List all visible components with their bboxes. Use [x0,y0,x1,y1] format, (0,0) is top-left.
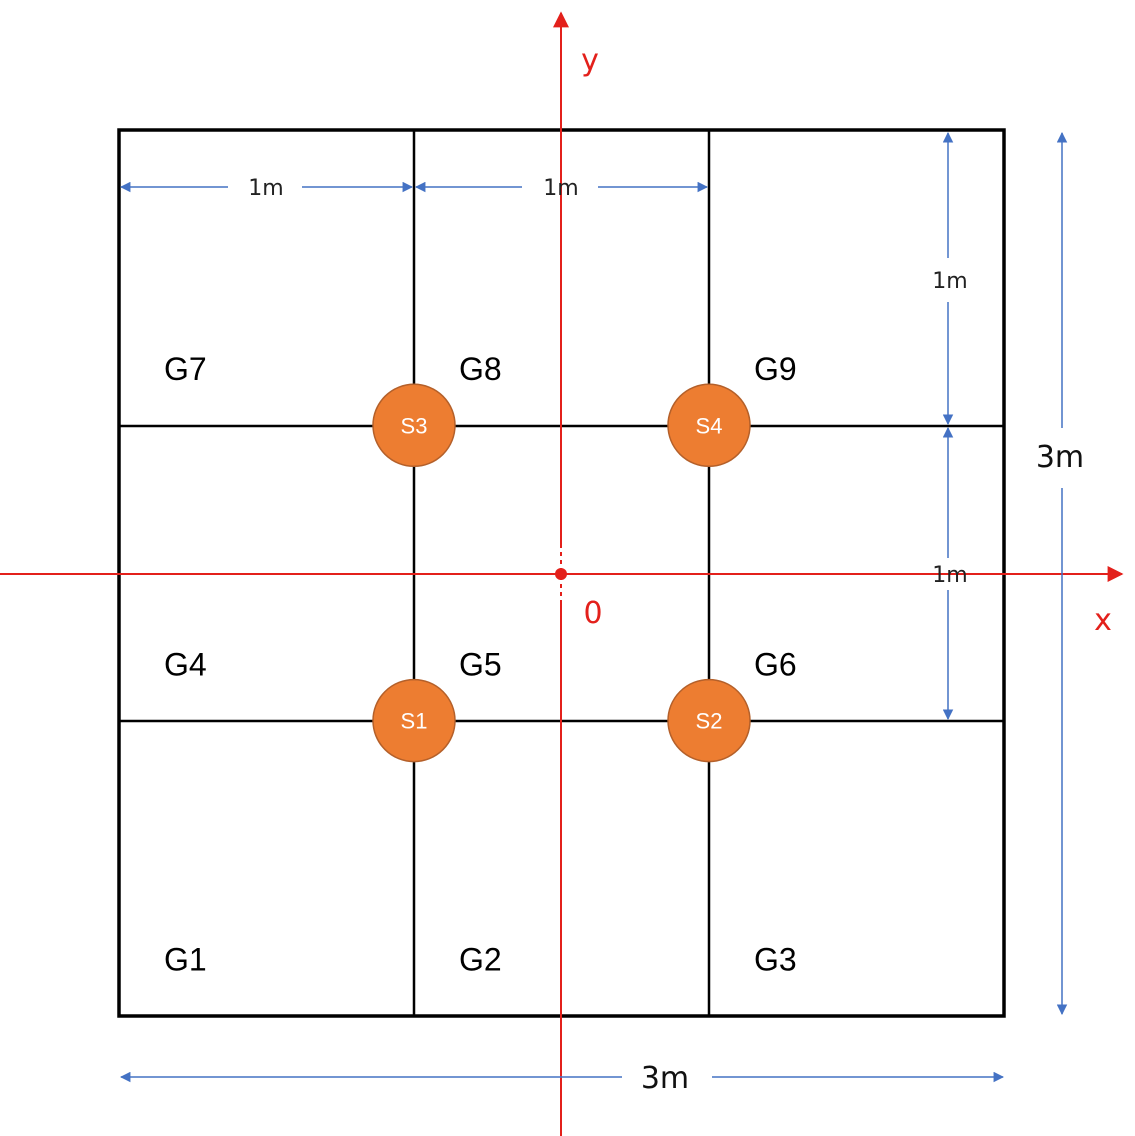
cell-label-g7: G7 [164,351,207,387]
cell-label-g1: G1 [164,942,207,978]
cell-label-g5: G5 [459,646,502,682]
cell-label-g9: G9 [754,351,797,387]
cell-label-g6: G6 [754,646,797,682]
dim-label-top-middle: 1m [543,176,578,201]
origin-point [555,568,567,580]
origin-label: 0 [583,596,602,631]
sensor-s4: S4 [667,383,751,468]
dim-label-total-height: 3m [1036,440,1084,475]
dim-label-right-upper: 1m [932,269,967,294]
cell-label-g8: G8 [459,351,502,387]
sensor-s2: S2 [667,678,751,763]
sensor-circle-s4 [667,383,751,468]
sensor-circle-s2 [667,678,751,763]
sensor-label-s3: S3 [401,413,428,438]
cell-label-g2: G2 [459,942,502,978]
sensor-label-s4: S4 [696,413,723,438]
x-axis-label: x [1094,603,1112,638]
cell-label-g3: G3 [754,942,797,978]
sensor-circle-s1 [372,678,456,763]
sensor-s3: S3 [372,383,456,468]
sensor-s1: S1 [372,678,456,763]
cell-labels: G7 G8 G9 G4 G5 G6 G1 G2 G3 [164,351,797,978]
dim-label-right-lower: 1m [932,563,967,588]
dim-label-total-width: 3m [641,1061,689,1096]
sensor-circle-s3 [372,383,456,468]
cell-label-g4: G4 [164,646,207,682]
y-axis-label: y [581,43,599,78]
dim-label-top-left: 1m [248,176,283,201]
sensors: S3 S4 S1 S2 [372,383,751,763]
sensor-label-s1: S1 [401,709,428,734]
sensor-label-s2: S2 [696,709,723,734]
